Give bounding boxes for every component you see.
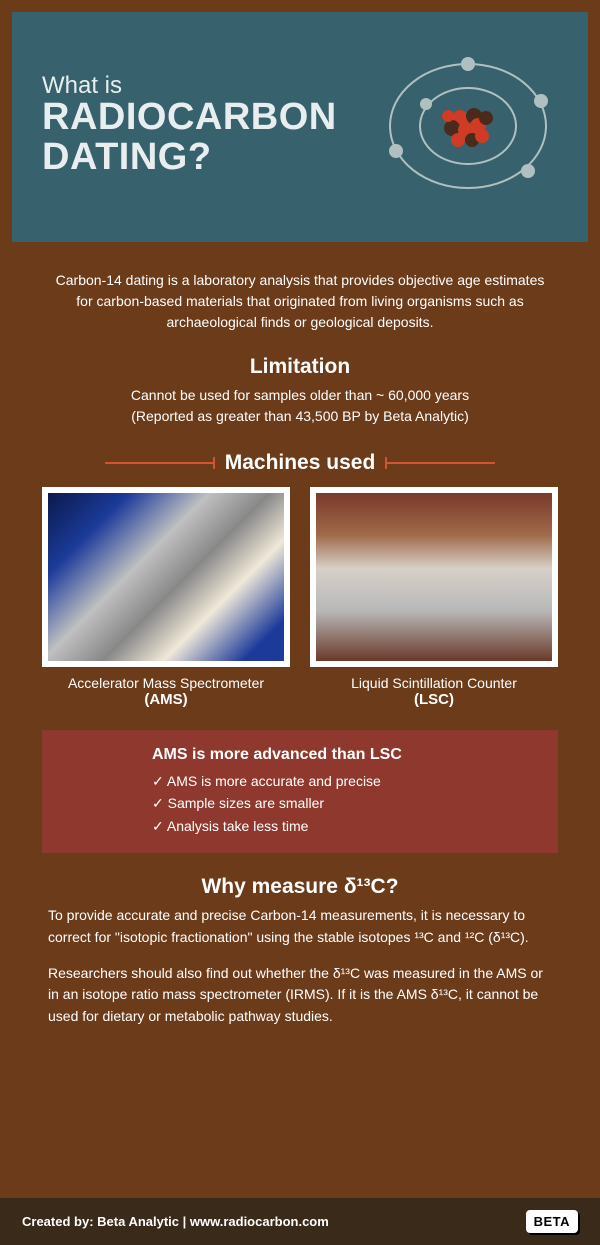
callout-list: AMS is more accurate and precise Sample … (152, 770, 538, 837)
machine-photo (310, 487, 558, 667)
callout-box: AMS is more advanced than LSC AMS is mor… (42, 730, 558, 853)
list-item: Sample sizes are smaller (152, 792, 538, 814)
bracket-right-icon (385, 457, 495, 469)
machine-card: Accelerator Mass Spectrometer (AMS) (42, 487, 290, 708)
why-heading: Why measure δ¹³C? (12, 875, 588, 899)
title-big: RADIOCARBONDATING? (42, 98, 337, 178)
machines-row: Accelerator Mass Spectrometer (AMS) Liqu… (12, 487, 588, 708)
machine-caption: Liquid Scintillation Counter (LSC) (310, 675, 558, 708)
limitation-body: Cannot be used for samples older than ~ … (12, 385, 588, 427)
intro-text: Carbon-14 dating is a laboratory analysi… (12, 242, 588, 333)
footer-credit: Created by: Beta Analytic | www.radiocar… (22, 1214, 329, 1229)
machine-name: Accelerator Mass Spectrometer (68, 675, 264, 691)
machine-abbrev: (LSC) (310, 691, 558, 708)
callout-heading: AMS is more advanced than LSC (152, 746, 538, 764)
machine-photo (42, 487, 290, 667)
atom-icon (378, 46, 558, 206)
list-item: Analysis take less time (152, 815, 538, 837)
lsc-image (316, 493, 552, 661)
title-block: What is RADIOCARBONDATING? (42, 74, 337, 178)
machines-heading-wrap: Machines used (12, 451, 588, 475)
why-p1: To provide accurate and precise Carbon-1… (48, 905, 552, 948)
machine-card: Liquid Scintillation Counter (LSC) (310, 487, 558, 708)
machines-heading: Machines used (225, 451, 376, 475)
machine-caption: Accelerator Mass Spectrometer (AMS) (42, 675, 290, 708)
header: What is RADIOCARBONDATING? (12, 12, 588, 242)
title-small: What is (42, 74, 337, 98)
why-body: To provide accurate and precise Carbon-1… (12, 905, 588, 1027)
list-item: AMS is more accurate and precise (152, 770, 538, 792)
beta-logo: BETA (526, 1210, 578, 1233)
ams-image (48, 493, 284, 661)
footer: Created by: Beta Analytic | www.radiocar… (0, 1198, 600, 1245)
limitation-heading: Limitation (12, 355, 588, 379)
bracket-left-icon (105, 457, 215, 469)
machine-abbrev: (AMS) (42, 691, 290, 708)
why-p2: Researchers should also find out whether… (48, 963, 552, 1028)
machine-name: Liquid Scintillation Counter (351, 675, 517, 691)
